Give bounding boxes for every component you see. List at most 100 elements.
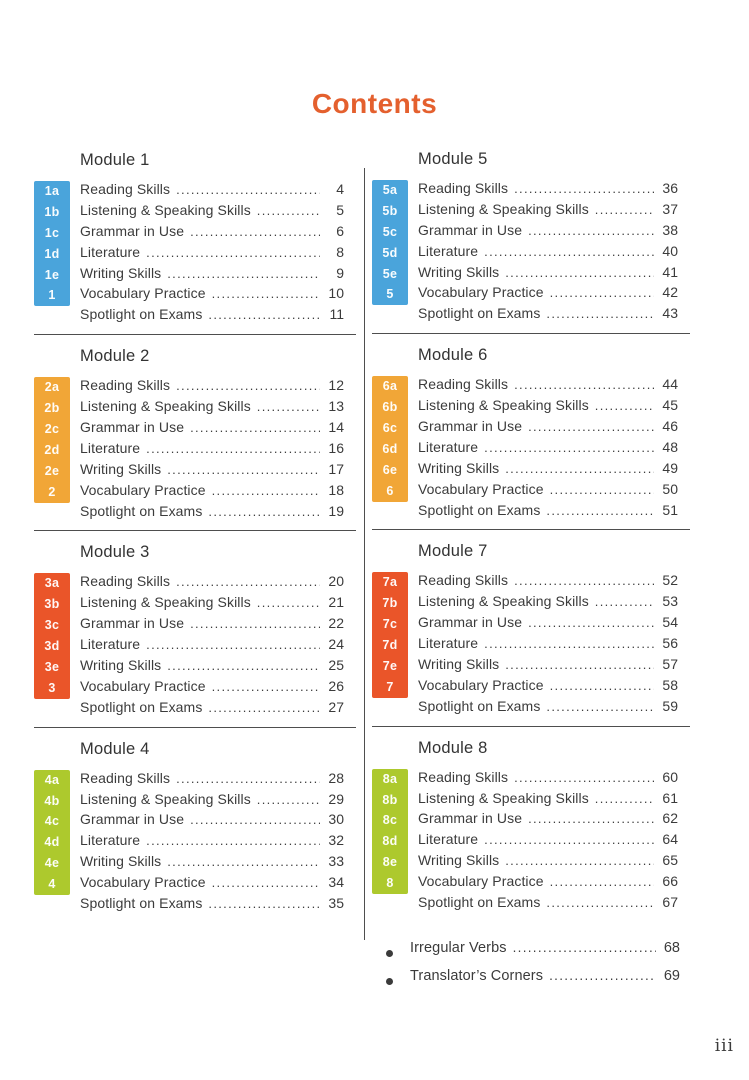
entry-page-number: 51 bbox=[662, 501, 678, 518]
extras-list: Irregular Verbs 68 Translator’s Corners … bbox=[372, 940, 690, 996]
entry-page-number: 24 bbox=[328, 636, 344, 653]
module-title: Module 1 bbox=[80, 151, 150, 169]
module-tab-badge: 3a bbox=[34, 573, 70, 595]
dot-leader bbox=[146, 441, 320, 456]
module-rows: 6a Reading Skills 44 6b Listening & Spea… bbox=[372, 376, 690, 522]
entry-label: Reading Skills bbox=[80, 769, 171, 786]
toc-row: 2a Reading Skills 12 bbox=[34, 377, 356, 399]
dot-leader bbox=[212, 286, 320, 301]
entry-page-number: 17 bbox=[328, 460, 344, 477]
toc-row: Spotlight on Exams 11 bbox=[34, 306, 356, 327]
toc-row: 5a Reading Skills 36 bbox=[372, 180, 690, 201]
entry-page-number: 28 bbox=[328, 769, 344, 786]
dot-leader bbox=[176, 771, 320, 786]
dot-leader bbox=[546, 699, 654, 714]
entry-page-number: 25 bbox=[328, 657, 344, 674]
dot-leader bbox=[190, 420, 320, 435]
dot-leader bbox=[208, 307, 320, 322]
toc-row: 2 Vocabulary Practice 18 bbox=[34, 481, 356, 503]
entry-page-number: 8 bbox=[336, 243, 344, 260]
module-rows: 3a Reading Skills 20 3b Listening & Spea… bbox=[34, 573, 356, 719]
entry-page-number: 52 bbox=[662, 572, 678, 589]
entry-page-number: 34 bbox=[328, 874, 344, 891]
entry-page-number: 45 bbox=[662, 397, 678, 414]
entry-page-number: 37 bbox=[662, 200, 678, 217]
module-tab-badge: 5a bbox=[372, 180, 408, 201]
module-tab-badge: 5c bbox=[372, 221, 408, 243]
entry-label: Listening & Speaking Skills bbox=[418, 789, 589, 806]
module-section: Module 5 5a Reading Skills 36 5b Listeni… bbox=[372, 147, 690, 335]
entry-label: Reading Skills bbox=[418, 376, 509, 393]
module-tab-badge: 2a bbox=[34, 377, 70, 399]
entry-page-number: 44 bbox=[662, 376, 678, 393]
dot-leader bbox=[550, 874, 654, 889]
toc-row: 1e Writing Skills 9 bbox=[34, 264, 356, 286]
entry-page-number: 13 bbox=[328, 398, 344, 415]
entry-label: Reading Skills bbox=[80, 181, 171, 197]
entry-label: Writing Skills bbox=[418, 852, 500, 869]
dot-leader bbox=[528, 615, 654, 630]
entry-label: Vocabulary Practice bbox=[80, 285, 206, 302]
entry-label: Literature bbox=[80, 243, 141, 260]
module-title: Module 3 bbox=[80, 543, 150, 562]
dot-leader bbox=[514, 181, 654, 196]
dot-leader bbox=[212, 875, 320, 890]
entry-label: Writing Skills bbox=[418, 459, 500, 476]
module-tab-badge: 6d bbox=[372, 438, 408, 460]
toc-row: 6a Reading Skills 44 bbox=[372, 376, 690, 398]
right-column: Module 5 5a Reading Skills 36 5b Listeni… bbox=[372, 147, 690, 996]
entry-label: Spotlight on Exams bbox=[80, 502, 203, 519]
entry-page-number: 18 bbox=[328, 481, 344, 498]
entry-label: Writing Skills bbox=[418, 263, 500, 280]
module-tab-badge: 4b bbox=[34, 790, 70, 812]
toc-row: 4c Grammar in Use 30 bbox=[34, 811, 356, 833]
entry-page-number: 22 bbox=[328, 615, 344, 632]
entry-label: Writing Skills bbox=[80, 853, 162, 870]
dot-leader bbox=[167, 266, 320, 281]
dot-leader bbox=[528, 223, 654, 238]
bullet-icon bbox=[386, 950, 393, 958]
toc-row: 7e Writing Skills 57 bbox=[372, 656, 690, 677]
toc-row: Spotlight on Exams 19 bbox=[34, 503, 356, 524]
module-tab-badge: 2e bbox=[34, 460, 70, 482]
toc-row: 2c Grammar in Use 14 bbox=[34, 419, 356, 440]
dot-leader bbox=[549, 968, 656, 983]
entry-label: Spotlight on Exams bbox=[418, 501, 541, 518]
entry-label: Vocabulary Practice bbox=[418, 480, 544, 497]
toc-row: Spotlight on Exams 43 bbox=[372, 305, 690, 326]
toc-row: 4a Reading Skills 28 bbox=[34, 769, 356, 791]
dot-leader bbox=[484, 244, 654, 259]
entry-label: Listening & Speaking Skills bbox=[418, 593, 589, 610]
extra-page-number: 69 bbox=[663, 967, 680, 984]
entry-label: Writing Skills bbox=[80, 460, 162, 477]
entry-page-number: 57 bbox=[662, 656, 678, 673]
extra-page-number: 68 bbox=[663, 939, 680, 956]
entry-label: Vocabulary Practice bbox=[418, 873, 544, 890]
toc-row: 6d Literature 48 bbox=[372, 438, 690, 460]
entry-label: Spotlight on Exams bbox=[418, 894, 541, 911]
dot-leader bbox=[484, 440, 654, 455]
dot-leader bbox=[167, 658, 320, 673]
toc-row: 4b Listening & Speaking Skills 29 bbox=[34, 790, 356, 812]
module-tab-badge: 4e bbox=[34, 853, 70, 875]
entry-page-number: 42 bbox=[662, 284, 678, 301]
toc-row: 3b Listening & Speaking Skills 21 bbox=[34, 594, 356, 616]
dot-leader bbox=[257, 595, 320, 610]
entry-page-number: 9 bbox=[336, 264, 344, 281]
toc-row: 6 Vocabulary Practice 50 bbox=[372, 480, 690, 502]
entry-page-number: 48 bbox=[662, 438, 678, 455]
module-section: Module 2 2a Reading Skills 12 2b Listeni… bbox=[34, 344, 356, 532]
dot-leader bbox=[513, 940, 656, 955]
toc-row: 3 Vocabulary Practice 26 bbox=[34, 677, 356, 699]
entry-label: Literature bbox=[418, 242, 479, 259]
entry-page-number: 32 bbox=[328, 832, 344, 849]
entry-label: Listening & Speaking Skills bbox=[80, 398, 251, 415]
folio-page-number: iii bbox=[714, 1036, 734, 1056]
dot-leader bbox=[167, 462, 320, 477]
entry-label: Vocabulary Practice bbox=[80, 481, 206, 498]
dot-leader bbox=[257, 203, 320, 218]
toc-row: 4d Literature 32 bbox=[34, 832, 356, 854]
toc-row: 1 Vocabulary Practice 10 bbox=[34, 285, 356, 307]
dot-leader bbox=[176, 574, 320, 589]
